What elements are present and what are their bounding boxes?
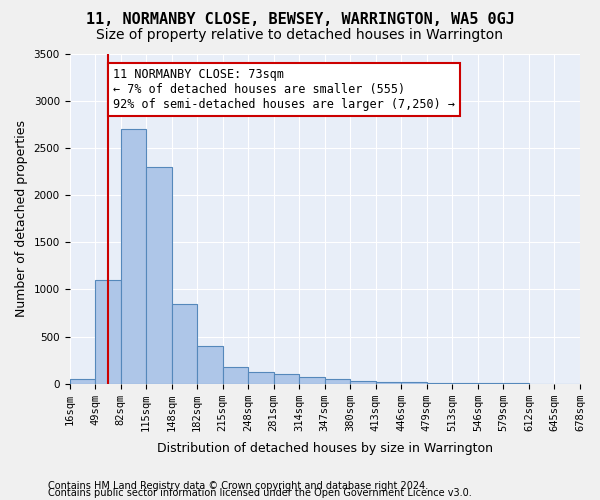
Bar <box>95 280 121 384</box>
Bar <box>350 381 376 384</box>
Text: Contains public sector information licensed under the Open Government Licence v3: Contains public sector information licen… <box>48 488 472 498</box>
Bar <box>197 346 223 384</box>
Bar <box>325 379 350 384</box>
Text: 11, NORMANBY CLOSE, BEWSEY, WARRINGTON, WA5 0GJ: 11, NORMANBY CLOSE, BEWSEY, WARRINGTON, … <box>86 12 514 28</box>
Y-axis label: Number of detached properties: Number of detached properties <box>15 120 28 318</box>
Text: Contains HM Land Registry data © Crown copyright and database right 2024.: Contains HM Land Registry data © Crown c… <box>48 481 428 491</box>
Bar <box>427 382 452 384</box>
Text: Size of property relative to detached houses in Warrington: Size of property relative to detached ho… <box>97 28 503 42</box>
Bar <box>146 167 172 384</box>
Bar <box>121 130 146 384</box>
Bar <box>248 372 274 384</box>
X-axis label: Distribution of detached houses by size in Warrington: Distribution of detached houses by size … <box>157 442 493 455</box>
Bar <box>223 367 248 384</box>
Bar <box>274 374 299 384</box>
Text: 11 NORMANBY CLOSE: 73sqm
← 7% of detached houses are smaller (555)
92% of semi-d: 11 NORMANBY CLOSE: 73sqm ← 7% of detache… <box>113 68 455 111</box>
Bar <box>299 376 325 384</box>
Bar <box>172 304 197 384</box>
Bar <box>376 382 401 384</box>
Bar <box>401 382 427 384</box>
Bar <box>70 379 95 384</box>
